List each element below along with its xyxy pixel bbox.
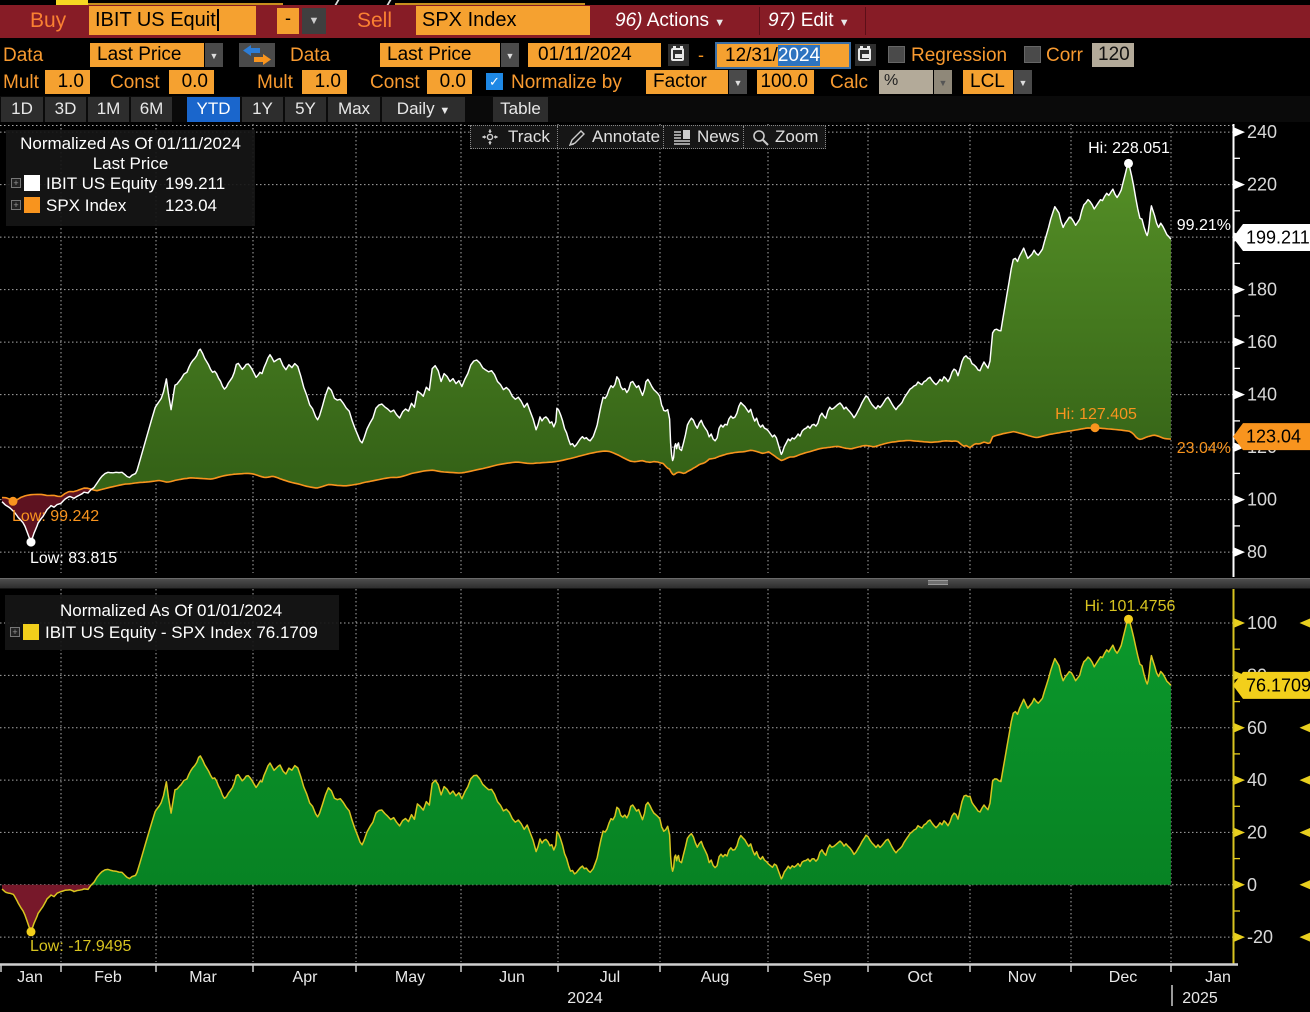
svg-text:Feb: Feb	[94, 969, 122, 986]
svg-text:20: 20	[1247, 822, 1267, 842]
svg-text:23.04%: 23.04%	[1177, 440, 1231, 457]
svg-text:Low: 99.242: Low: 99.242	[12, 508, 99, 525]
svg-text:Sep: Sep	[803, 969, 832, 986]
svg-text:0: 0	[1247, 875, 1257, 895]
svg-text:Nov: Nov	[1008, 969, 1036, 986]
svg-text:Mar: Mar	[189, 969, 217, 986]
svg-text:99.21%: 99.21%	[1177, 217, 1231, 234]
svg-text:Apr: Apr	[293, 969, 319, 986]
svg-text:Oct: Oct	[908, 969, 933, 986]
svg-text:2025: 2025	[1182, 990, 1218, 1007]
svg-text:40: 40	[1247, 770, 1267, 790]
svg-text:180: 180	[1247, 280, 1277, 300]
svg-text:Low: -17.9495: Low: -17.9495	[30, 938, 132, 955]
svg-text:199.211: 199.211	[1246, 228, 1310, 248]
svg-text:160: 160	[1247, 332, 1277, 352]
svg-text:100: 100	[1247, 490, 1277, 510]
svg-text:240: 240	[1247, 122, 1277, 142]
svg-text:Jun: Jun	[499, 969, 525, 986]
svg-text:100: 100	[1247, 613, 1277, 633]
svg-text:80: 80	[1247, 542, 1267, 562]
svg-text:220: 220	[1247, 175, 1277, 195]
svg-text:May: May	[395, 969, 425, 986]
svg-text:Jan: Jan	[17, 969, 43, 986]
svg-text:60: 60	[1247, 718, 1267, 738]
svg-text:123.04: 123.04	[1246, 427, 1301, 447]
svg-text:140: 140	[1247, 385, 1277, 405]
svg-text:-20: -20	[1247, 927, 1273, 947]
svg-text:Dec: Dec	[1109, 969, 1137, 986]
svg-text:Jan: Jan	[1205, 969, 1231, 986]
svg-text:76.1709: 76.1709	[1246, 675, 1310, 695]
svg-text:2024: 2024	[567, 990, 603, 1007]
svg-text:Hi: 101.4756: Hi: 101.4756	[1085, 598, 1176, 615]
svg-text:Hi: 127.405: Hi: 127.405	[1055, 406, 1137, 423]
svg-text:Jul: Jul	[600, 969, 620, 986]
svg-text:Aug: Aug	[701, 969, 729, 986]
svg-text:Hi: 228.051: Hi: 228.051	[1088, 140, 1170, 157]
svg-text:Low: 83.815: Low: 83.815	[30, 550, 117, 567]
